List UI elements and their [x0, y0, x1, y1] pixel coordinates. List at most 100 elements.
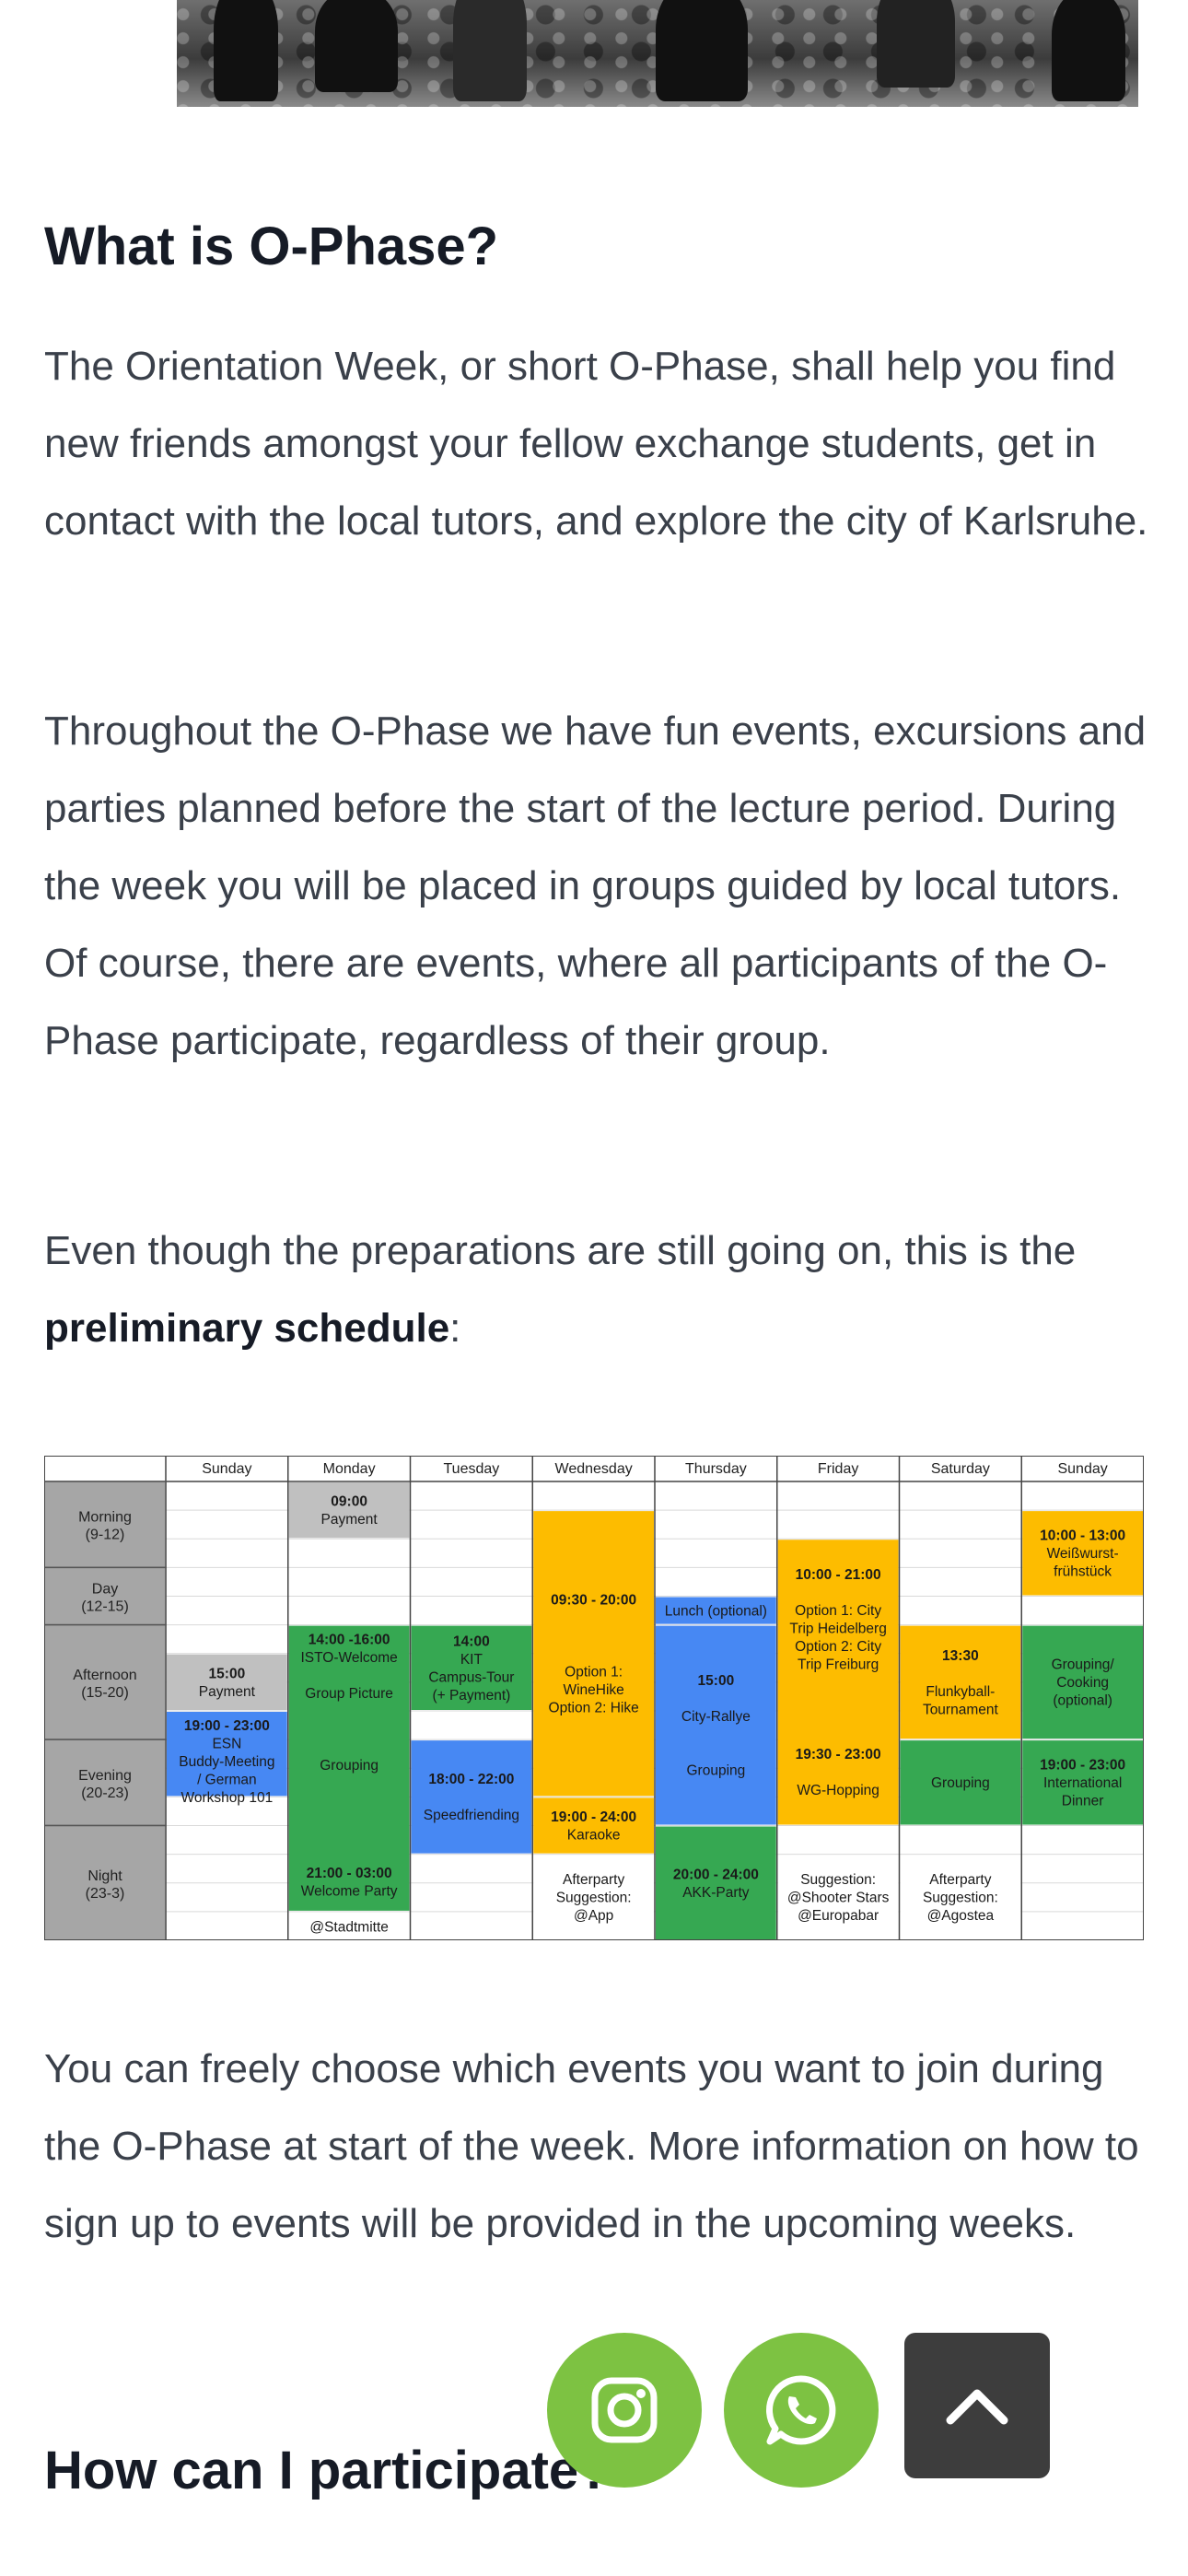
event-text: Tournament [923, 1702, 999, 1717]
event-text: Grouping [320, 1758, 379, 1774]
event-text: Karaoke [567, 1828, 621, 1844]
period-range: (20-23) [81, 1786, 129, 1801]
schedule-image: Sunday Monday Tuesday Wednesday Thursday Frid… [44, 1456, 1144, 1940]
event-text: Grouping/ [1052, 1657, 1115, 1673]
instagram-button[interactable] [547, 2333, 702, 2488]
group-photo [177, 0, 1138, 107]
event-text: 10:00 - 13:00 [1040, 1528, 1125, 1544]
event-text: frühstück [1054, 1564, 1112, 1580]
event-block [167, 1654, 287, 1710]
period-label-cell [44, 1623, 167, 1740]
event-text: 14:00 -16:00 [309, 1633, 390, 1648]
period-range: (23-3) [86, 1886, 125, 1902]
event-text: 09:30 - 20:00 [551, 1593, 636, 1609]
day-header: Sunday [202, 1461, 251, 1477]
event-block [167, 1712, 287, 1797]
day-header: Sunday [1057, 1461, 1107, 1477]
day-header: Thursday [685, 1461, 747, 1477]
event-text: 10:00 - 21:00 [796, 1567, 881, 1583]
event-text: Payment [321, 1512, 379, 1528]
event-block [777, 1855, 899, 1939]
choose-events-paragraph: You can freely choose which events you w… [44, 2046, 1139, 2246]
event-text: 09:00 [331, 1494, 367, 1510]
event-text: 13:30 [942, 1648, 979, 1664]
preliminary-schedule-label: preliminary schedule [44, 1306, 450, 1351]
event-text: International [1043, 1775, 1122, 1791]
period-range: (15-20) [81, 1685, 129, 1701]
event-text: @App [574, 1908, 613, 1924]
day-header: Tuesday [443, 1461, 499, 1477]
event-text: Workshop 101 [181, 1790, 274, 1806]
what-is-heading: What is O-Phase? [44, 217, 499, 276]
period-range: (9-12) [86, 1528, 125, 1543]
whatsapp-icon [766, 2375, 836, 2445]
event-text: Option 2: City [795, 1639, 881, 1655]
event-block [900, 1740, 1021, 1825]
event-text: @Stadtmitte [309, 1920, 389, 1936]
event-block [900, 1625, 1021, 1739]
schedule-table: Sunday Monday Tuesday Wednesday Thursday Frid… [44, 1456, 1144, 1940]
event-text: @Shooter Stars [787, 1891, 890, 1906]
event-text: Afterparty [929, 1872, 991, 1888]
event-block [656, 1597, 776, 1624]
event-text: Grouping [686, 1763, 745, 1779]
event-text: 14:00 [453, 1633, 490, 1649]
event-block [533, 1511, 654, 1797]
event-text: Trip Freiburg [798, 1657, 879, 1673]
chevron-up-icon [946, 2389, 1008, 2425]
event-block [1022, 1511, 1143, 1596]
event-block [1022, 1740, 1143, 1825]
period-label-cell [44, 1739, 167, 1827]
event-block [1022, 1625, 1143, 1739]
event-block [900, 1855, 1021, 1939]
event-text: Cooking [1056, 1675, 1109, 1691]
schedule-intro-colon: : [449, 1306, 461, 1351]
period-name: Day [92, 1582, 118, 1598]
event-text: (optional) [1053, 1693, 1112, 1709]
event-text: City-Rallye [681, 1709, 751, 1725]
event-text: Payment [199, 1684, 256, 1700]
period-label-cell [44, 1566, 167, 1626]
event-text: WineHike [563, 1682, 623, 1698]
event-block [533, 1797, 654, 1854]
event-text: Suggestion: [800, 1872, 876, 1888]
event-text: 19:00 - 23:00 [184, 1718, 270, 1734]
event-text: Lunch (optional) [665, 1604, 767, 1620]
event-block [411, 1740, 532, 1854]
day-header: Monday [323, 1461, 376, 1477]
event-text: 19:00 - 24:00 [551, 1809, 636, 1825]
period-name: Morning [78, 1510, 132, 1526]
event-block [411, 1625, 532, 1710]
event-text: (+ Payment) [432, 1688, 510, 1704]
day-header: Wednesday [555, 1461, 633, 1477]
event-text: Grouping [931, 1775, 990, 1791]
event-text: ESN [212, 1737, 241, 1752]
period-label-cell [44, 1824, 167, 1940]
instagram-icon [591, 2377, 658, 2443]
event-text: ISTO-Welcome [300, 1650, 397, 1666]
event-text: Trip Heidelberg [789, 1622, 886, 1637]
event-text: Option 2: Hike [549, 1701, 639, 1716]
event-text: 21:00 - 03:00 [307, 1866, 392, 1881]
scroll-top-button[interactable] [904, 2333, 1050, 2478]
event-text: Welcome Party [301, 1884, 398, 1900]
event-text: Dinner [1062, 1794, 1104, 1809]
event-block [656, 1625, 776, 1825]
event-block [288, 1482, 410, 1539]
event-text: WG-Hopping [797, 1783, 879, 1798]
day-header: Saturday [931, 1461, 990, 1477]
intro-paragraph: The Orientation Week, or short O-Phase, … [44, 344, 1148, 544]
event-text: Suggestion: [923, 1891, 998, 1906]
whatsapp-button[interactable] [724, 2333, 879, 2488]
period-name: Evening [78, 1768, 132, 1784]
period-range: (12-15) [81, 1599, 129, 1615]
event-text: / German [197, 1773, 257, 1788]
event-block [533, 1855, 654, 1939]
events-paragraph: Throughout the O-Phase we have fun event… [44, 708, 1147, 1063]
event-text: 15:00 [698, 1673, 735, 1689]
event-text: Option 1: City [795, 1603, 881, 1619]
event-block [656, 1826, 776, 1939]
event-text: 20:00 - 24:00 [673, 1867, 759, 1882]
event-text: Suggestion: [556, 1891, 632, 1906]
event-text: Speedfriending [424, 1808, 519, 1823]
